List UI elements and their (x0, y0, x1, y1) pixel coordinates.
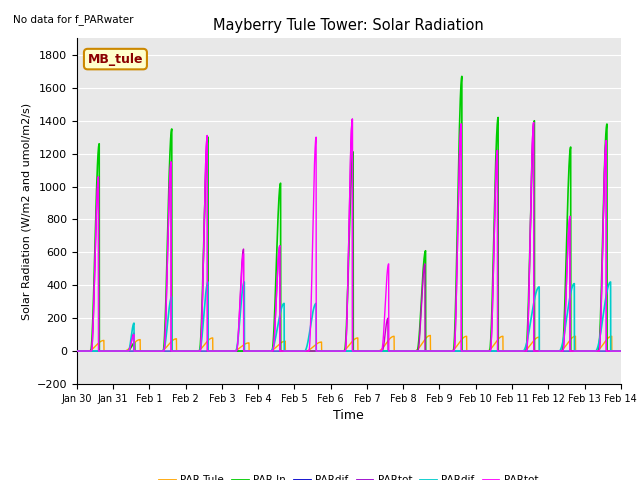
Y-axis label: Solar Radiation (W/m2 and umol/m2/s): Solar Radiation (W/m2 and umol/m2/s) (21, 103, 31, 320)
Legend: PAR Tule, PAR In, PARdif, PARtot, PARdif, PARtot: PAR Tule, PAR In, PARdif, PARtot, PARdif… (156, 471, 542, 480)
Title: Mayberry Tule Tower: Solar Radiation: Mayberry Tule Tower: Solar Radiation (213, 18, 484, 33)
X-axis label: Time: Time (333, 409, 364, 422)
Text: No data for f_PARwater: No data for f_PARwater (13, 14, 133, 25)
Text: MB_tule: MB_tule (88, 53, 143, 66)
